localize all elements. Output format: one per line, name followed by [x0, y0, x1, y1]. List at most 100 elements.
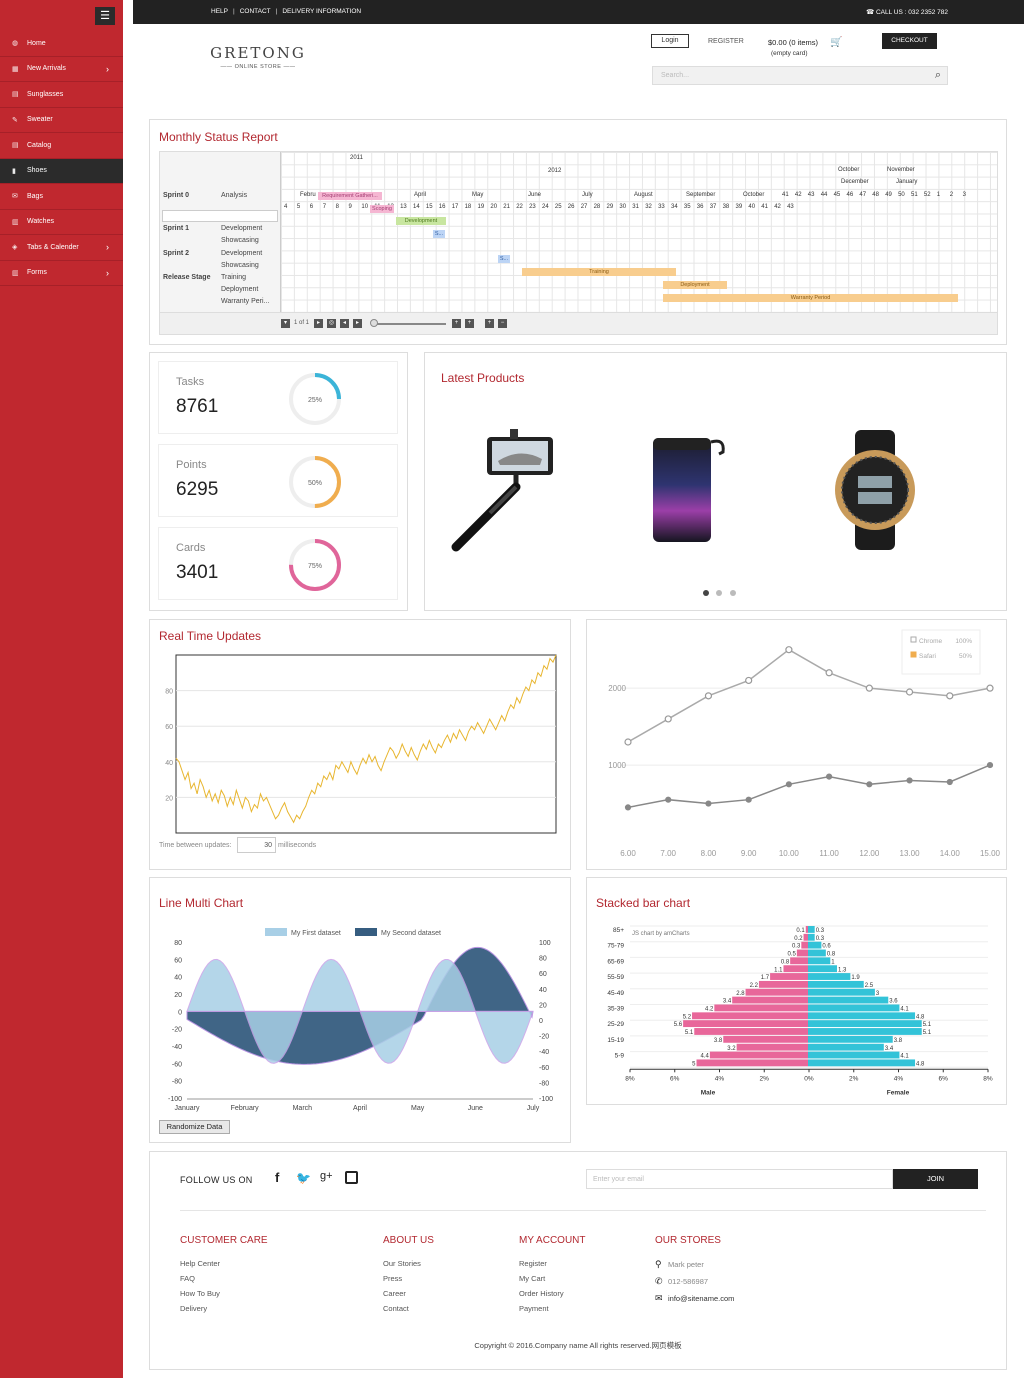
gantt-prev-button[interactable]: ▾	[281, 319, 290, 328]
logo[interactable]: GRETONG —— ONLINE STORE ——	[208, 44, 308, 70]
gantt-zoom-handle[interactable]	[370, 319, 378, 327]
bar-male	[709, 1051, 808, 1059]
interval-input[interactable]: 30	[237, 837, 276, 853]
realtime-title: Real Time Updates	[159, 629, 262, 643]
gantt-back-button[interactable]: ◂	[340, 319, 349, 328]
footer-heading-about: ABOUT US	[383, 1235, 434, 1246]
footer-link[interactable]: Register	[519, 1259, 547, 1268]
gantt-zoom-slider[interactable]	[372, 323, 446, 325]
gantt-week: 30	[619, 204, 627, 210]
gantt-reset-button[interactable]: ◎	[327, 319, 336, 328]
gantt-month: April	[414, 192, 427, 198]
contact-link[interactable]: CONTACT	[239, 8, 271, 15]
bar-female	[808, 933, 815, 941]
sidebar-item-watches[interactable]: ▥ Watches	[0, 210, 123, 235]
cart-total[interactable]: $0.00 (0 items)	[768, 38, 819, 47]
store-email[interactable]: info@sitename.com	[668, 1294, 735, 1303]
gantt-zoom-out-button[interactable]: +	[452, 319, 461, 328]
stat-progress-ring: 75%	[289, 539, 341, 591]
store-phone: 012-586987	[668, 1277, 709, 1286]
gantt-task-label[interactable]: Analysis	[221, 192, 248, 199]
stat-card-points: Points 6295 50%	[158, 444, 398, 517]
gantt-week: 3	[962, 192, 966, 198]
footer-link[interactable]: Help Center	[180, 1259, 221, 1268]
gantt-forward-button[interactable]: ▸	[353, 319, 362, 328]
help-link[interactable]: HELP	[211, 8, 228, 15]
checkout-button[interactable]: CHECKOUT	[882, 33, 937, 49]
x-tick-label: 2%	[760, 1075, 770, 1082]
gantt-task-label[interactable]: Development	[221, 250, 263, 257]
cart-icon[interactable]: 🛒	[830, 37, 843, 48]
gantt-task-label[interactable]: Development	[221, 225, 263, 232]
sidebar-item-new-arrivals[interactable]: ▦ New Arrivals ›	[0, 57, 123, 82]
instagram-icon[interactable]	[345, 1171, 358, 1184]
sidebar-item-sweater[interactable]: ✎ Sweater	[0, 108, 123, 133]
product-wrist-watch[interactable]	[825, 430, 925, 550]
gantt-bar-s1[interactable]: S...	[433, 230, 445, 238]
footer-link[interactable]: Press	[383, 1274, 403, 1283]
gantt-expand-button[interactable]: +	[485, 319, 494, 328]
product-selfie-stick[interactable]	[440, 425, 570, 555]
sidebar-item-forms[interactable]: ▥ Forms ›	[0, 261, 123, 286]
gantt-next-button[interactable]: ▸	[314, 319, 323, 328]
gantt-bar-s2[interactable]: S...	[498, 255, 510, 263]
delivery-link[interactable]: DELIVERY INFORMATION	[282, 8, 362, 15]
footer-link[interactable]: Order History	[519, 1289, 564, 1298]
data-label-male: 5	[692, 1061, 696, 1067]
email-input[interactable]: Enter your email	[586, 1169, 893, 1189]
twitter-icon[interactable]: 🐦	[296, 1171, 311, 1185]
sidebar-item-label: Catalog	[27, 141, 52, 149]
login-button[interactable]: Login	[651, 34, 689, 48]
gantt-bar-training[interactable]: Training	[522, 268, 676, 276]
bar-male	[790, 957, 808, 965]
legend-swatch	[265, 928, 287, 936]
footer-link[interactable]: FAQ	[180, 1274, 196, 1283]
gantt-month: June	[528, 192, 542, 198]
gantt-bar-warranty[interactable]: Warranty Period	[663, 294, 958, 302]
gantt-grid[interactable]	[281, 152, 997, 312]
data-point	[705, 800, 712, 807]
footer-link[interactable]: My Cart	[519, 1274, 546, 1283]
footer-link[interactable]: Contact	[383, 1304, 409, 1313]
gantt-column-resizer[interactable]	[162, 210, 278, 222]
gantt-task-label[interactable]: Warranty Peri...	[221, 298, 270, 305]
facebook-icon[interactable]: f	[275, 1170, 280, 1185]
join-button[interactable]: JOIN	[893, 1169, 978, 1189]
sidebar-item-bags[interactable]: ✉ Bags	[0, 184, 123, 210]
hamburger-menu-icon[interactable]: ☰	[95, 7, 115, 25]
carousel-dot-2[interactable]	[716, 590, 722, 596]
product-bluetooth-speaker[interactable]	[645, 432, 730, 547]
gantt-task-label[interactable]: Training	[221, 274, 247, 281]
footer-link[interactable]: Our Stories	[383, 1259, 421, 1268]
x-tick-label: 4%	[715, 1075, 725, 1082]
footer-link[interactable]: Payment	[519, 1304, 549, 1313]
footer-link[interactable]: How To Buy	[180, 1289, 220, 1298]
search-input[interactable]: Search... ⌕	[652, 66, 948, 85]
randomize-data-button[interactable]: Randomize Data	[159, 1120, 230, 1134]
gantt-bar-deployment[interactable]: Deployment	[663, 281, 727, 289]
gantt-week: 35	[683, 204, 691, 210]
gantt-week: 13	[400, 204, 407, 210]
carousel-dot-1[interactable]	[703, 590, 709, 596]
gantt-task-label[interactable]: Showcasing	[221, 262, 259, 269]
footer-link[interactable]: Delivery	[180, 1304, 208, 1313]
sidebar-item-shoes[interactable]: ▮ Shoes	[0, 158, 123, 184]
legend-label: My Second dataset	[381, 930, 441, 937]
gantt-bar-scoping[interactable]: Scoping	[370, 205, 394, 213]
search-icon[interactable]: ⌕	[934, 69, 941, 81]
footer-link[interactable]: Career	[383, 1289, 406, 1298]
data-point	[665, 796, 672, 803]
gantt-task-label[interactable]: Deployment	[221, 286, 259, 293]
gantt-zoom-in-button[interactable]: +	[465, 319, 474, 328]
sidebar-item-tabs-calender[interactable]: ◈ Tabs & Calender ›	[0, 235, 123, 261]
carousel-dot-3[interactable]	[730, 590, 736, 596]
register-link[interactable]: REGISTER	[708, 38, 744, 45]
sidebar-item-catalog[interactable]: ▤ Catalog	[0, 133, 123, 159]
gantt-bar-dev[interactable]: Development	[396, 217, 446, 225]
gantt-collapse-button[interactable]: −	[498, 319, 507, 328]
sidebar-item-home[interactable]: ◍ Home	[0, 31, 123, 57]
google-plus-icon[interactable]: g+	[320, 1170, 333, 1182]
sidebar-item-sunglasses[interactable]: ▤ Sunglasses	[0, 82, 123, 108]
gantt-task-label[interactable]: Showcasing	[221, 237, 259, 244]
gantt-bar-req[interactable]: Requirement Gatheri...	[318, 192, 382, 200]
